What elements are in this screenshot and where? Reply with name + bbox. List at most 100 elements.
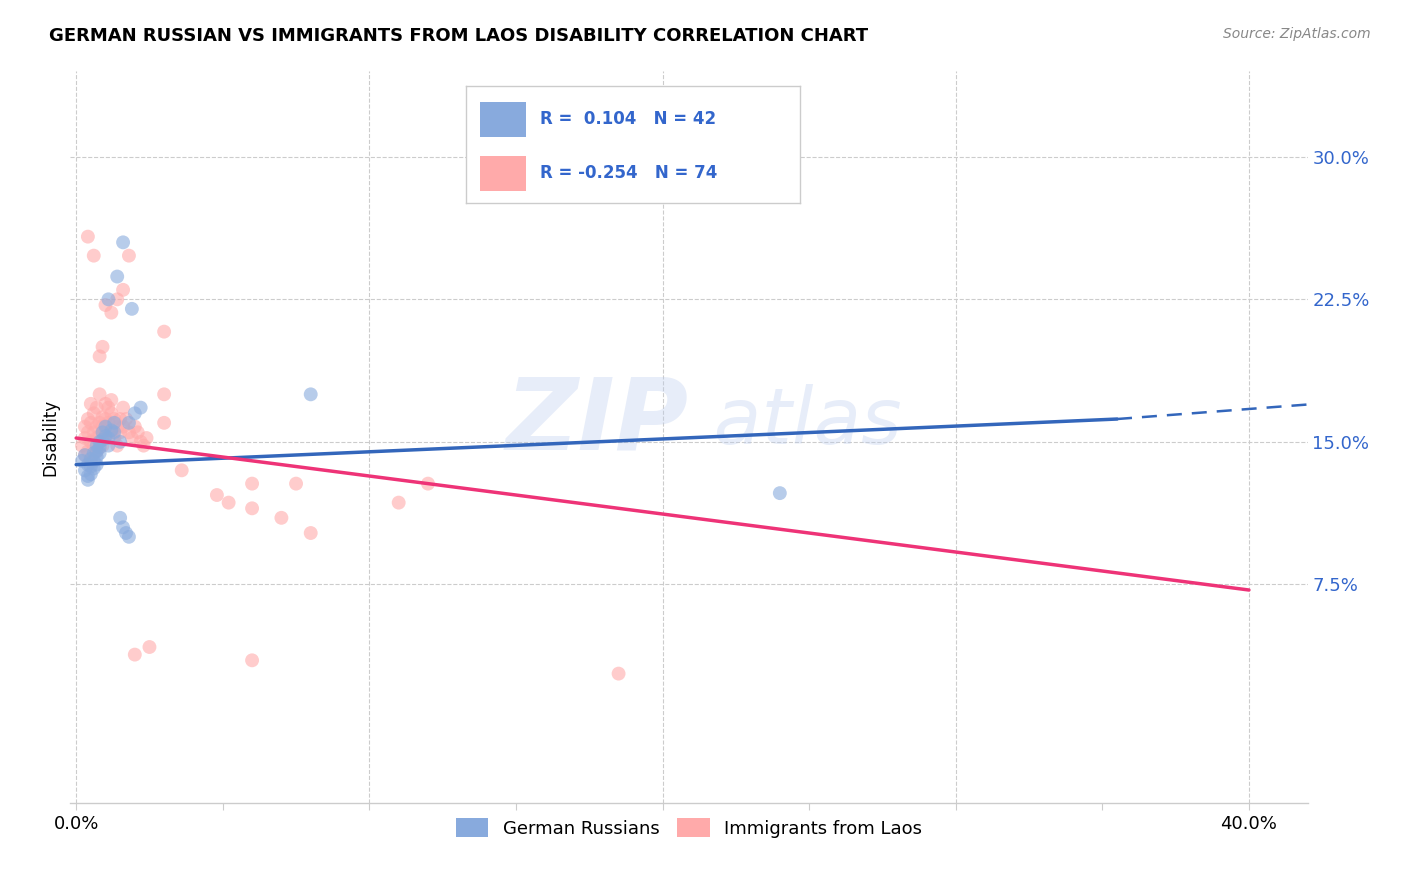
Point	[97, 416, 120, 430]
Point	[100, 392, 122, 407]
Point	[91, 433, 114, 447]
Point	[80, 454, 103, 468]
Point	[89, 387, 111, 401]
Point	[83, 446, 105, 460]
Point	[80, 397, 103, 411]
Point	[80, 416, 103, 430]
Point	[103, 412, 125, 426]
Point	[112, 520, 135, 534]
Point	[91, 439, 114, 453]
Point	[94, 397, 117, 411]
Y-axis label: Disability: Disability	[41, 399, 59, 475]
Point	[105, 419, 128, 434]
Point	[86, 431, 108, 445]
Point	[89, 441, 111, 455]
Point	[91, 419, 114, 434]
Point	[89, 434, 111, 449]
Point	[118, 530, 141, 544]
Point	[153, 387, 176, 401]
Text: Source: ZipAtlas.com: Source: ZipAtlas.com	[1223, 27, 1371, 41]
Point	[218, 495, 240, 509]
Point	[124, 406, 146, 420]
Point	[153, 416, 176, 430]
Point	[83, 406, 105, 420]
Point	[73, 463, 96, 477]
Point	[112, 283, 135, 297]
Point	[83, 425, 105, 440]
Point	[73, 448, 96, 462]
Point	[285, 476, 308, 491]
Point	[86, 444, 108, 458]
Point	[299, 526, 322, 541]
Point	[108, 412, 131, 426]
Point	[607, 666, 630, 681]
Point	[112, 401, 135, 415]
Point	[83, 249, 105, 263]
Point	[124, 419, 146, 434]
Point	[73, 419, 96, 434]
Point	[240, 476, 263, 491]
Point	[89, 416, 111, 430]
Point	[86, 450, 108, 464]
Point	[94, 412, 117, 426]
Point	[103, 416, 125, 430]
Point	[86, 439, 108, 453]
Point	[103, 425, 125, 440]
Point	[80, 451, 103, 466]
Point	[138, 640, 160, 654]
Point	[94, 419, 117, 434]
Point	[77, 425, 100, 440]
Point	[94, 429, 117, 443]
Point	[108, 434, 131, 449]
Point	[112, 419, 135, 434]
Point	[240, 653, 263, 667]
Point	[121, 301, 143, 316]
Point	[83, 454, 105, 468]
Point	[73, 431, 96, 445]
Point	[94, 298, 117, 312]
Point	[97, 401, 120, 415]
Point	[299, 387, 322, 401]
Point	[91, 425, 114, 440]
Point	[153, 325, 176, 339]
Point	[108, 511, 131, 525]
Point	[124, 648, 146, 662]
Point	[97, 439, 120, 453]
Point	[77, 444, 100, 458]
Point	[100, 305, 122, 319]
Point	[89, 429, 111, 443]
Point	[105, 439, 128, 453]
Point	[132, 439, 155, 453]
Text: atlas: atlas	[689, 384, 901, 460]
Point	[83, 439, 105, 453]
Point	[100, 424, 122, 438]
Point	[80, 467, 103, 482]
Point	[100, 406, 122, 420]
Point	[115, 412, 138, 426]
Point	[129, 401, 152, 415]
Point	[77, 458, 100, 472]
Point	[77, 469, 100, 483]
Point	[121, 431, 143, 445]
Point	[205, 488, 228, 502]
Point	[83, 461, 105, 475]
Legend: German Russians, Immigrants from Laos: German Russians, Immigrants from Laos	[449, 811, 929, 845]
Point	[388, 495, 411, 509]
Point	[108, 425, 131, 440]
Point	[73, 448, 96, 462]
Point	[135, 431, 157, 445]
Point	[97, 431, 120, 445]
Point	[100, 425, 122, 440]
Point	[70, 454, 93, 468]
Point	[270, 511, 292, 525]
Text: GERMAN RUSSIAN VS IMMIGRANTS FROM LAOS DISABILITY CORRELATION CHART: GERMAN RUSSIAN VS IMMIGRANTS FROM LAOS D…	[49, 27, 869, 45]
Point	[127, 425, 149, 440]
Point	[103, 431, 125, 445]
Point	[105, 269, 128, 284]
Point	[112, 235, 135, 250]
Point	[91, 340, 114, 354]
Point	[86, 444, 108, 458]
Point	[70, 439, 93, 453]
Point	[129, 434, 152, 449]
Point	[118, 416, 141, 430]
